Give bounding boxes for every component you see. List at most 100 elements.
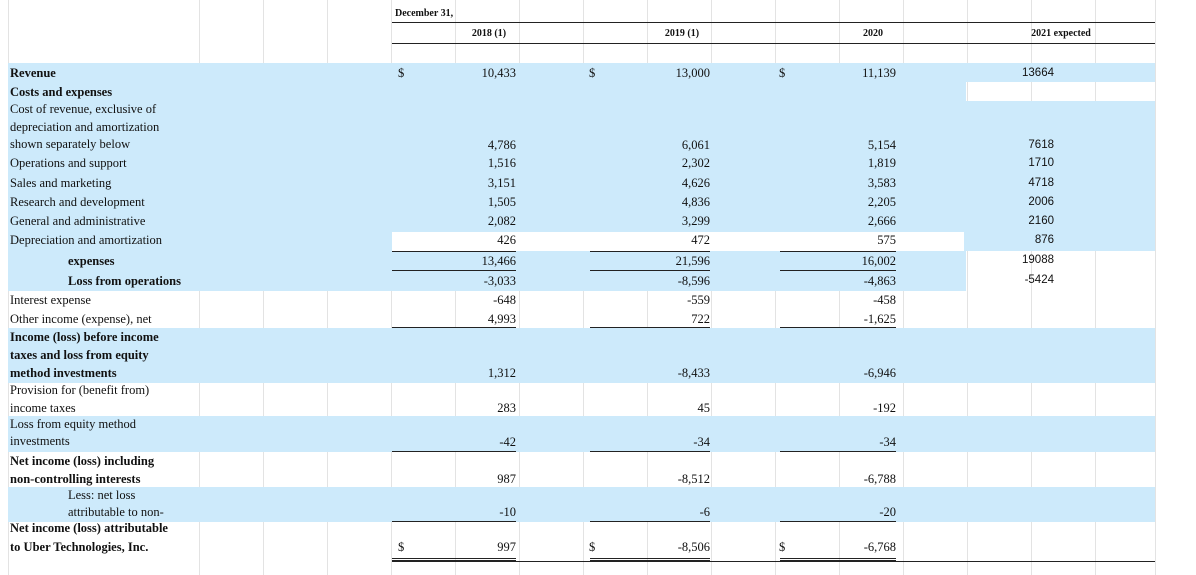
dna-2019: 472: [691, 233, 710, 247]
rnd-2019: 4,836: [681, 195, 710, 209]
equity-loss-2019: -34: [693, 435, 710, 449]
income-before-2018: 1,312: [487, 366, 516, 380]
subtotal-rule-2018: [392, 270, 516, 271]
revenue-2019: 13,000: [675, 66, 710, 80]
subtotal-rule-2019: [590, 451, 710, 452]
row-label-cost-of-revenue-2: depreciation and amortization: [10, 120, 160, 134]
dollar-sign: $: [779, 540, 786, 554]
double-rule-2018: [392, 558, 516, 561]
expenses-2019: 21,596: [675, 254, 710, 268]
cost-of-revenue-2020: 5,154: [867, 138, 896, 152]
gna-2019: 3,299: [681, 214, 710, 228]
row-label-cost-of-revenue-1: Cost of revenue, exclusive of: [10, 102, 157, 116]
net-incl-2019: -8,512: [677, 472, 710, 486]
header-bottom-rule: [392, 43, 1155, 44]
row-label-income-before-2: taxes and loss from equity: [10, 348, 149, 362]
interest-2019: -559: [687, 293, 710, 307]
row-label-expenses: expenses: [68, 254, 115, 268]
subtotal-rule-2019: [590, 327, 710, 328]
row-band-loss-ops: [8, 271, 966, 291]
other-income-2018: 4,993: [487, 312, 516, 326]
dollar-sign: $: [398, 66, 405, 80]
row-label-provision-2: income taxes: [10, 401, 76, 415]
less-nci-2018: -10: [499, 505, 516, 519]
loss-ops-2021: -5424: [1024, 274, 1054, 286]
subtotal-rule-2020: [780, 451, 896, 452]
income-before-2020: -6,946: [863, 366, 896, 380]
expenses-2018: 13,466: [481, 254, 516, 268]
provision-2019: 45: [697, 401, 711, 415]
interest-2018: -648: [493, 293, 516, 307]
revenue-2021: 13664: [1022, 67, 1054, 79]
subtotal-rule-2018: [392, 327, 516, 328]
row-band-costs: [8, 82, 966, 101]
dollar-sign: $: [589, 540, 596, 554]
dollar-sign: $: [779, 66, 786, 80]
row-label-income-before-1: Income (loss) before income: [10, 330, 159, 344]
equity-loss-2018: -42: [499, 435, 516, 449]
expenses-2020: 16,002: [861, 254, 896, 268]
dollar-sign: $: [589, 66, 596, 80]
row-band-revenue: [8, 63, 1155, 82]
row-label-sales: Sales and marketing: [10, 176, 112, 190]
row-band-income-before: [8, 328, 1155, 383]
net-incl-2018: 987: [497, 472, 516, 486]
cost-of-revenue-2021: 7618: [1028, 139, 1054, 151]
white-cell-dna: [392, 232, 964, 251]
sales-2019: 4,626: [681, 176, 710, 190]
gna-2021: 2160: [1028, 215, 1054, 227]
row-band-less-nci: [8, 487, 1155, 522]
gna-2018: 2,082: [487, 214, 516, 228]
expenses-2021: 19088: [1022, 254, 1054, 266]
bottom-rule: [392, 561, 1155, 562]
row-label-operations: Operations and support: [10, 156, 127, 170]
row-label-revenue: Revenue: [10, 66, 56, 80]
loss-ops-2020: -4,863: [863, 274, 896, 288]
loss-ops-2019: -8,596: [677, 274, 710, 288]
row-label-equity-loss-2: investments: [10, 434, 70, 448]
net-attr-2020: -6,768: [863, 540, 896, 554]
row-label-other-income: Other income (expense), net: [10, 312, 152, 326]
revenue-2020: 11,139: [862, 66, 896, 80]
subtotal-rule-2019: [590, 251, 710, 252]
row-band-equity-loss: [8, 416, 1155, 452]
period-label: December 31,: [395, 8, 454, 19]
cost-of-revenue-2019: 6,061: [681, 138, 710, 152]
subtotal-rule-2018: [392, 251, 516, 252]
rnd-2020: 2,205: [867, 195, 896, 209]
subtotal-rule-2019: [590, 270, 710, 271]
interest-2020: -458: [873, 293, 896, 307]
net-attr-2019: -8,506: [677, 540, 710, 554]
rnd-2021: 2006: [1028, 196, 1054, 208]
subtotal-rule-2019: [590, 521, 710, 522]
dna-2021: 876: [1034, 234, 1054, 246]
dna-2018: 426: [497, 233, 516, 247]
operations-2020: 1,819: [867, 156, 896, 170]
col-header-2018: 2018 (1): [471, 28, 507, 39]
provision-2018: 283: [497, 401, 516, 415]
row-label-net-incl-2: non-controlling interests: [10, 472, 141, 486]
row-label-less-nci-2: attributable to non-: [68, 505, 164, 519]
dna-2020: 575: [877, 233, 896, 247]
row-label-net-attr-2: to Uber Technologies, Inc.: [10, 540, 149, 554]
col-header-2019: 2019 (1): [664, 28, 700, 39]
subtotal-rule-2020: [780, 327, 896, 328]
other-income-2020: -1,625: [863, 312, 896, 326]
sales-2020: 3,583: [867, 176, 896, 190]
equity-loss-2020: -34: [879, 435, 896, 449]
subtotal-rule-2018: [392, 521, 516, 522]
row-label-provision-1: Provision for (benefit from): [10, 383, 150, 397]
row-label-income-before-3: method investments: [10, 366, 117, 380]
double-rule-2020: [780, 558, 896, 561]
row-band-cost-block: [8, 101, 1155, 251]
sales-2021: 4718: [1028, 177, 1054, 189]
net-incl-2020: -6,788: [863, 472, 896, 486]
operations-2019: 2,302: [681, 156, 710, 170]
row-label-cost-of-revenue-3: shown separately below: [10, 137, 131, 151]
less-nci-2019: -6: [699, 505, 710, 519]
sales-2018: 3,151: [487, 176, 516, 190]
operations-2021: 1710: [1028, 157, 1054, 169]
col-header-2021: 2021 expected: [1031, 28, 1091, 39]
row-label-interest: Interest expense: [10, 293, 91, 307]
